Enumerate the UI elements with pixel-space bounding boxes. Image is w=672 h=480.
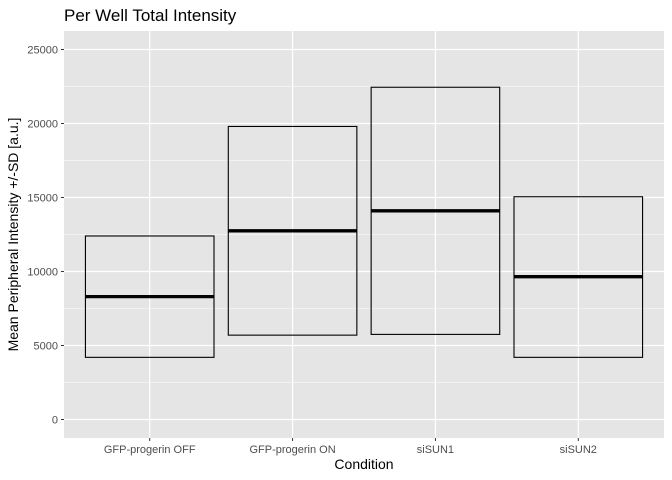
y-tick-label: 15000 <box>27 193 58 205</box>
x-tick-label: GFP-progerin OFF <box>104 444 196 456</box>
grid-minor <box>64 86 664 383</box>
y-tick-label: 10000 <box>27 267 58 279</box>
y-axis: 0 5000 10000 15000 20000 25000 <box>27 45 64 427</box>
y-tick-label: 0 <box>52 415 58 427</box>
x-tick-label: siSUN1 <box>417 444 454 456</box>
crossbars <box>84 86 644 358</box>
chart-title: Per Well Total Intensity <box>64 6 237 25</box>
y-tick-label: 20000 <box>27 119 58 131</box>
x-axis-title: Condition <box>334 456 393 472</box>
y-tick-label: 5000 <box>34 341 58 353</box>
x-tick-label: siSUN2 <box>560 444 597 456</box>
y-axis-title: Mean Peripheral Intensity +/-SD [a.u.] <box>5 118 21 352</box>
grid-major <box>64 31 664 438</box>
x-axis: GFP-progerin OFF GFP-progerin ON siSUN1 siS… <box>104 438 597 456</box>
y-tick-label: 25000 <box>27 45 58 57</box>
x-tick-label: GFP-progerin ON <box>249 444 335 456</box>
